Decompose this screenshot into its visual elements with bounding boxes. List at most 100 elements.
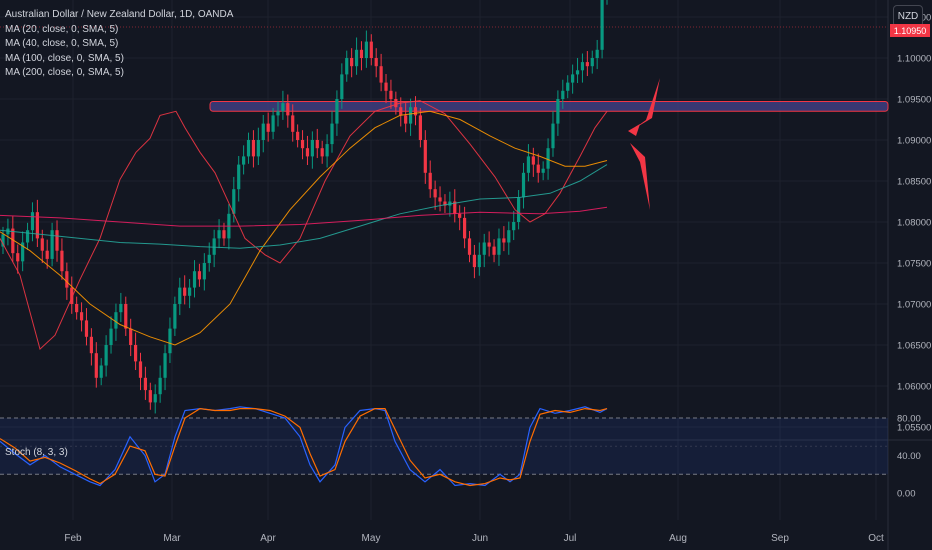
candle-body — [1, 234, 5, 247]
price-tick-label: 1.09500 — [897, 95, 931, 106]
arrow-tip-icon — [628, 124, 640, 136]
candle-body — [556, 99, 560, 124]
candle-body — [374, 58, 378, 67]
candle-body — [251, 140, 256, 157]
time-tick-label: Oct — [868, 533, 884, 544]
candle-body — [472, 254, 477, 268]
candle-body — [286, 103, 290, 116]
candle-body — [384, 82, 388, 91]
stoch-tick-label: 80.00 — [897, 414, 921, 425]
candle-body — [482, 242, 486, 255]
time-tick-label: Apr — [260, 533, 276, 544]
candle-body — [222, 230, 226, 239]
candle-body — [129, 328, 133, 345]
stoch-band — [0, 418, 888, 475]
candle-body — [70, 287, 74, 304]
candle-body — [462, 217, 467, 239]
candle-body — [325, 144, 329, 157]
candle-body — [148, 390, 152, 403]
candle-body — [266, 123, 270, 132]
ma20-legend[interactable]: MA (20, close, 0, SMA, 5) — [5, 23, 119, 35]
candle-body — [335, 99, 339, 124]
candle-body — [40, 238, 44, 251]
moving-average-lines — [0, 100, 608, 351]
time-tick-label: Aug — [669, 533, 687, 544]
arrow-up-icon — [630, 143, 650, 210]
candle-body — [354, 49, 359, 67]
candle-body — [345, 58, 349, 75]
candle-body — [276, 111, 280, 116]
price-tick-label: 1.06000 — [897, 382, 931, 393]
candle-body — [237, 164, 241, 190]
candle-body — [492, 246, 496, 255]
candle-body — [315, 140, 319, 149]
candle-body — [404, 115, 408, 124]
candle-body — [207, 254, 211, 263]
candle-body — [408, 107, 413, 124]
price-tick-label: 1.08000 — [897, 218, 931, 229]
ma40-legend[interactable]: MA (40, close, 0, SMA, 5) — [5, 38, 119, 49]
candle-body — [575, 70, 580, 75]
candle-body — [413, 107, 418, 116]
candle-body — [197, 271, 202, 280]
candle-body — [65, 271, 69, 288]
ma200-line — [0, 206, 608, 227]
stoch-tick-label: 40.00 — [897, 451, 921, 462]
candle-body — [497, 238, 501, 255]
candle-body — [512, 222, 516, 231]
candle-body — [531, 156, 535, 165]
candle-body — [114, 312, 118, 329]
candle-body — [320, 148, 324, 157]
symbol-title[interactable]: Australian Dollar / New Zealand Dollar, … — [5, 9, 234, 20]
candle-body — [453, 201, 457, 214]
annotation-arrows[interactable] — [628, 78, 660, 210]
candle-body — [296, 131, 300, 140]
candle-body — [580, 62, 585, 71]
candle-body — [443, 201, 447, 206]
candle-body — [379, 66, 383, 83]
stoch-legend[interactable]: Stoch (8, 3, 3) — [5, 447, 68, 458]
candle-body — [232, 189, 236, 214]
ma100-legend[interactable]: MA (100, close, 0, SMA, 5) — [5, 52, 124, 64]
candle-body — [566, 82, 570, 91]
candle-body — [477, 254, 481, 268]
candle-body — [561, 90, 565, 99]
candle-body — [188, 287, 192, 296]
candlestick-series — [1, 0, 608, 414]
ma100-line — [0, 164, 608, 249]
time-tick-label: Mar — [163, 533, 181, 544]
candle-body — [364, 41, 368, 58]
candle-body — [30, 212, 35, 231]
candle-body — [21, 242, 25, 262]
candle-body — [458, 213, 462, 218]
candle-body — [16, 253, 20, 262]
stoch-tick-label: 0.00 — [897, 489, 916, 500]
stoch-d-line — [0, 407, 608, 487]
candle-body — [428, 172, 432, 190]
candle-body — [183, 287, 187, 296]
ma200-legend[interactable]: MA (200, close, 0, SMA, 5) — [5, 67, 124, 78]
candle-body — [330, 123, 334, 145]
candle-body — [394, 99, 398, 108]
candle-body — [35, 212, 39, 239]
time-tick-label: Jul — [564, 533, 577, 544]
candle-body — [143, 377, 148, 391]
candle-body — [467, 238, 472, 255]
price-tick-label: 1.06500 — [897, 341, 931, 352]
price-tick-label: 1.10000 — [897, 54, 931, 65]
candle-body — [119, 304, 123, 313]
candle-body — [359, 49, 364, 58]
resistance-zone[interactable] — [209, 100, 889, 112]
candle-body — [389, 90, 393, 99]
candle-body — [507, 230, 511, 243]
candle-body — [502, 238, 506, 243]
price-tick-label: 1.07500 — [897, 259, 931, 270]
candle-body — [45, 250, 49, 259]
candle-body — [178, 287, 182, 304]
candle-body — [192, 271, 197, 288]
candle-body — [94, 353, 98, 378]
candle-body — [50, 230, 54, 259]
price-tick-label: 1.09000 — [897, 136, 931, 147]
candle-body — [551, 123, 555, 149]
